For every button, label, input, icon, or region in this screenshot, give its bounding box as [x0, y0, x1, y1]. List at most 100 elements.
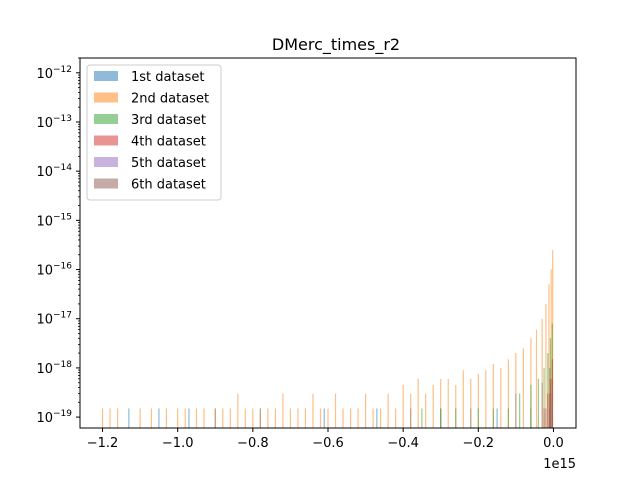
legend-label: 5th dataset	[131, 156, 206, 171]
histogram-bar	[549, 393, 551, 428]
histogram-bar	[237, 393, 239, 428]
histogram-bar	[530, 338, 532, 428]
histogram-bar	[507, 408, 509, 428]
x-tick-label: −0.6	[312, 436, 344, 451]
x-tick-label: −1.0	[162, 436, 194, 451]
histogram-bar	[519, 393, 521, 428]
histogram-bar	[259, 408, 261, 428]
y-tick-label: 10−18	[36, 360, 72, 377]
legend-swatch	[94, 135, 118, 146]
histogram-bar	[395, 408, 397, 428]
histogram-bar	[372, 408, 374, 428]
histogram-bar	[545, 303, 547, 428]
histogram-bar	[312, 393, 314, 428]
histogram-bar	[304, 408, 307, 428]
histogram-bar	[376, 408, 378, 428]
histogram-bar	[297, 408, 299, 428]
histogram-bar	[319, 408, 322, 428]
histogram-bar	[222, 408, 224, 428]
y-tick-label: 10−13	[36, 114, 72, 131]
histogram-bar	[177, 408, 179, 428]
histogram-bar	[535, 329, 538, 428]
histogram-bar	[530, 384, 532, 428]
x-tick-label: 0.0	[543, 436, 564, 451]
histogram-bar	[282, 393, 284, 428]
histogram-bar	[500, 367, 502, 428]
histogram-bar	[440, 408, 442, 428]
histogram-bar	[547, 393, 549, 428]
histogram-bar	[229, 408, 231, 428]
histogram-bar	[203, 408, 205, 428]
histogram-bar	[543, 408, 545, 428]
histogram-bar	[440, 378, 442, 428]
histogram-bar	[150, 408, 152, 428]
legend-swatch	[94, 71, 118, 81]
histogram-bar	[545, 408, 547, 428]
histogram-bar	[267, 408, 269, 428]
legend-label: 1st dataset	[131, 70, 204, 85]
histogram-bar	[402, 384, 404, 428]
legend-swatch	[94, 114, 118, 124]
histogram-bar	[462, 370, 464, 428]
histogram-bar	[139, 408, 141, 428]
legend-swatch	[94, 178, 118, 189]
histogram-bar	[109, 408, 111, 428]
histogram-bar	[492, 364, 494, 428]
histogram-bar	[274, 408, 276, 428]
histogram-bar	[492, 408, 494, 428]
histogram-bar	[128, 408, 130, 428]
histogram-bar	[380, 408, 382, 428]
histogram-bar	[116, 408, 119, 428]
histogram-bar	[323, 408, 325, 428]
y-tick-label: 10−14	[36, 163, 72, 180]
x-tick-label: −0.8	[237, 436, 269, 451]
histogram-bar	[158, 408, 160, 428]
x-tick-label: −1.2	[87, 436, 119, 451]
histogram-bar	[455, 384, 457, 428]
histogram-bar	[550, 269, 552, 428]
histogram-bar	[447, 378, 449, 428]
legend-label: 3rd dataset	[131, 113, 206, 128]
histogram-bar	[195, 408, 198, 428]
y-tick-label: 10−17	[36, 311, 72, 328]
histogram-bar	[537, 378, 540, 428]
legend: 1st dataset 2nd dataset 3rd dataset 4th dat…	[86, 64, 222, 201]
histogram-bar	[417, 378, 419, 428]
histogram-bar	[334, 393, 337, 428]
histogram-bar	[522, 348, 524, 428]
y-tick-label: 10−15	[36, 212, 72, 229]
histogram-bar	[548, 284, 550, 428]
x-tick-label: −0.2	[463, 436, 495, 451]
histogram-bar	[184, 408, 186, 428]
histogram-bar	[455, 408, 457, 428]
x-tick-label: −0.4	[387, 436, 419, 451]
histogram-bar	[543, 367, 545, 428]
histogram-bar	[244, 408, 246, 428]
histogram-bar	[547, 353, 549, 428]
histogram-bar	[515, 353, 517, 428]
histogram-bar	[541, 318, 543, 428]
legend-swatch	[94, 157, 118, 167]
histogram-bar	[410, 393, 412, 428]
x-offset-label: 1e15	[543, 457, 576, 472]
legend-label: 6th dataset	[131, 178, 206, 193]
histogram-bar	[101, 408, 104, 428]
histogram-bar	[496, 408, 498, 428]
histogram-bar	[387, 393, 389, 428]
bars-group	[101, 249, 554, 428]
histogram-bar	[477, 408, 479, 428]
x-axis: −1.2 −1.0 −0.8 −0.6 −0.4 −0.2 0.0	[87, 428, 564, 451]
y-tick-label: 10−16	[36, 262, 72, 279]
histogram-bar	[425, 393, 427, 428]
histogram-bar	[252, 408, 254, 428]
histogram-bar	[477, 374, 479, 428]
histogram-bar	[432, 384, 434, 428]
y-tick-label: 10−19	[36, 409, 72, 426]
histogram-bar	[551, 378, 553, 428]
histogram-bar	[165, 408, 168, 428]
y-axis: 10−19 10−18 10−17 10−16 10−15 10−14 10−13 10−12	[36, 57, 80, 426]
histogram-bar	[349, 408, 352, 428]
histogram-bar	[214, 408, 216, 428]
